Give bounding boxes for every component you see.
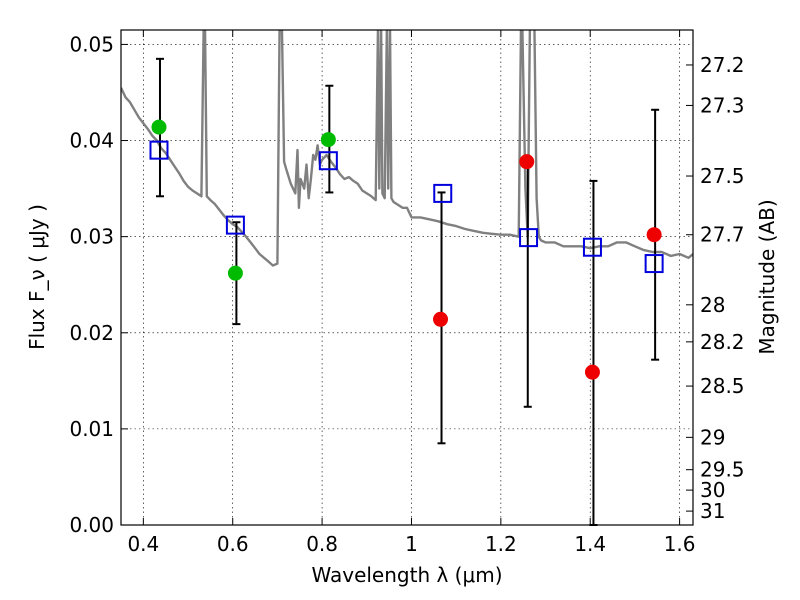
magnitude-tick-label: 28.2 xyxy=(700,330,745,354)
x-tick-label: 0.6 xyxy=(217,532,249,556)
magnitude-tick-label: 27.5 xyxy=(700,164,745,188)
observed-point-undetected xyxy=(433,311,449,327)
model-photometry-square xyxy=(225,215,245,235)
magnitude-tick-label: 30 xyxy=(700,478,725,502)
x-tick-label: 1 xyxy=(405,532,418,556)
x-tick-label: 0.4 xyxy=(127,532,159,556)
model-photometry-square xyxy=(644,254,664,274)
observed-point-undetected xyxy=(584,364,600,380)
x-tick-label: 1.2 xyxy=(485,532,517,556)
y-tick-label: 0.01 xyxy=(69,417,114,441)
magnitude-tick-label: 29.5 xyxy=(700,458,745,482)
model-photometry-square xyxy=(582,237,602,257)
y-tick-label: 0.02 xyxy=(69,321,114,345)
magnitude-tick-label: 28.5 xyxy=(700,374,745,398)
magnitude-axis-label: Magnitude (AB) xyxy=(755,199,779,354)
observed-point-detected xyxy=(320,132,336,148)
observed-point-detected xyxy=(227,265,243,281)
observed-point-undetected xyxy=(519,154,535,170)
model-photometry-square xyxy=(149,140,169,160)
x-tick-label: 1.6 xyxy=(664,532,696,556)
magnitude-tick-label: 29 xyxy=(700,425,725,449)
magnitude-tick-label: 31 xyxy=(700,499,725,523)
model-photometry-layer xyxy=(149,140,664,274)
x-tick-label: 0.8 xyxy=(306,532,338,556)
y-axis-ticks: 0.00 0.01 0.02 0.03 0.04 0.05 xyxy=(69,32,128,537)
model-photometry-square xyxy=(433,183,453,203)
observed-point-detected xyxy=(151,119,167,135)
x-axis-label: Wavelength λ (μm) xyxy=(311,563,502,587)
magnitude-tick-label: 27.3 xyxy=(700,93,745,117)
y-tick-label: 0.03 xyxy=(69,225,114,249)
model-spectrum-line xyxy=(121,30,693,267)
observed-point-undetected xyxy=(646,227,662,243)
x-tick-label: 1.4 xyxy=(574,532,606,556)
y-tick-label: 0.00 xyxy=(69,513,114,537)
y-axis-label: Flux F_ν ( μJy ) xyxy=(25,204,49,350)
x-axis-ticks: 0.4 0.6 0.8 1 1.2 1.4 1.6 xyxy=(127,30,696,556)
magnitude-tick-label: 27.2 xyxy=(700,53,745,77)
magnitude-tick-label: 27.7 xyxy=(700,223,745,247)
magnitude-tick-label: 28 xyxy=(700,293,725,317)
model-photometry-square xyxy=(318,151,338,171)
plot-frame xyxy=(120,29,694,526)
model-spectrum-layer xyxy=(121,30,693,267)
model-photometry-square xyxy=(519,228,539,248)
observed-points-layer xyxy=(151,119,662,380)
y-tick-label: 0.04 xyxy=(69,129,114,153)
y-tick-label: 0.05 xyxy=(69,32,114,56)
